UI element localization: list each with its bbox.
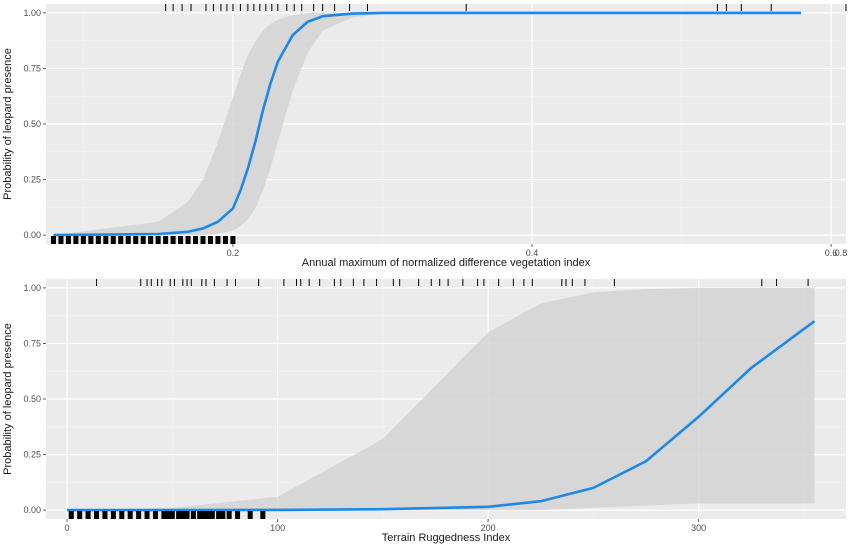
panel-terrain-ruggedness: 0.00 0.25 0.50 0.75 1.00 0 100 200 300 Terrain Ru… bbox=[2, 279, 846, 544]
rug-mark-absence bbox=[125, 236, 131, 244]
rug-mark-absence bbox=[88, 236, 94, 244]
x-tick-label: 0.4 bbox=[526, 248, 539, 258]
x-tick-label: 300 bbox=[691, 523, 706, 533]
rug-mark-absence bbox=[178, 236, 184, 244]
rug-mark-absence bbox=[85, 511, 91, 519]
rug-mark-absence bbox=[118, 236, 124, 244]
rug-mark-absence bbox=[136, 511, 142, 519]
rug-mark-absence bbox=[200, 236, 206, 244]
x-tick-label: 100 bbox=[270, 523, 285, 533]
y-tick-label: 0.75 bbox=[23, 338, 41, 348]
rug-mark-absence bbox=[209, 511, 215, 519]
rug-mark-absence bbox=[73, 236, 79, 244]
rug-mark-absence bbox=[102, 511, 108, 519]
rug-mark-absence bbox=[184, 511, 190, 519]
y-tick-label: 0.25 bbox=[23, 175, 41, 185]
x-axis-title: Terrain Ruggedness Index bbox=[382, 532, 511, 544]
rug-mark-absence bbox=[170, 236, 176, 244]
rug-mark-absence bbox=[216, 511, 222, 519]
confidence-band bbox=[53, 12, 802, 236]
rug-mark-absence bbox=[260, 511, 266, 519]
x-tick-label: 0 bbox=[65, 523, 70, 533]
rug-mark-absence bbox=[144, 511, 150, 519]
panel-ndvi: 0.00 0.25 0.50 0.75 1.00 0.2 0.4 0.60.8 Annual m… bbox=[2, 4, 847, 269]
x-tick-label: 0.6 bbox=[825, 248, 838, 258]
rug-mark-absence bbox=[201, 511, 207, 519]
rug-mark-absence bbox=[235, 511, 241, 519]
rug-mark-absence bbox=[133, 236, 139, 244]
rug-mark-absence bbox=[163, 511, 169, 519]
rug-mark-absence bbox=[230, 236, 236, 244]
rug-mark-absence bbox=[215, 236, 221, 244]
rug-mark-absence bbox=[222, 236, 228, 244]
rug-mark-absence bbox=[176, 511, 182, 519]
y-axis-title: Probability of leopard presence bbox=[2, 323, 14, 475]
rug-mark-absence bbox=[68, 511, 74, 519]
rug-mark-absence bbox=[80, 236, 86, 244]
rug-mark-absence bbox=[127, 511, 133, 519]
rug-mark-absence bbox=[169, 511, 175, 519]
y-tick-label: 0.25 bbox=[23, 450, 41, 460]
rug-mark-absence bbox=[180, 511, 186, 519]
rug-mark-absence bbox=[163, 236, 169, 244]
y-tick-label: 0.50 bbox=[23, 119, 41, 129]
rug-mark-absence bbox=[140, 236, 146, 244]
fitted-line bbox=[53, 11, 802, 237]
rug-mark-absence bbox=[193, 236, 199, 244]
y-tick-label: 1.00 bbox=[23, 283, 41, 293]
fitted-line bbox=[67, 320, 816, 512]
rug-mark-absence bbox=[220, 511, 226, 519]
rug-mark-absence bbox=[65, 236, 71, 244]
rug-mark-absence bbox=[205, 511, 211, 519]
rug-mark-absence bbox=[77, 511, 83, 519]
x-tick-label: 0.2 bbox=[227, 248, 240, 258]
rug-mark-absence bbox=[148, 236, 154, 244]
y-tick-label: 0.75 bbox=[23, 63, 41, 73]
rug-mark-absence bbox=[58, 236, 64, 244]
rug-mark-absence bbox=[110, 511, 116, 519]
x-tick-label: 0.8 bbox=[835, 248, 848, 258]
y-tick-label: 1.00 bbox=[23, 8, 41, 18]
rug-mark-absence bbox=[155, 236, 161, 244]
y-tick-label: 0.00 bbox=[23, 505, 41, 515]
rug-mark-absence bbox=[103, 236, 109, 244]
rug-mark-absence bbox=[152, 511, 158, 519]
x-tick-label: 200 bbox=[481, 523, 496, 533]
y-tick-label: 0.50 bbox=[23, 394, 41, 404]
rug-mark-absence bbox=[207, 236, 213, 244]
rug-mark-absence bbox=[247, 511, 253, 519]
rug-mark-absence bbox=[95, 236, 101, 244]
x-axis-title: Annual maximum of normalized difference … bbox=[302, 257, 591, 269]
rug-mark-absence bbox=[110, 236, 116, 244]
rug-mark-absence bbox=[226, 511, 232, 519]
rug-mark-absence bbox=[94, 511, 100, 519]
y-axis-title: Probability of leopard presence bbox=[2, 48, 14, 200]
y-tick-label: 0.00 bbox=[23, 230, 41, 240]
rug-mark-absence bbox=[50, 236, 56, 244]
confidence-band bbox=[67, 287, 815, 511]
rug-mark-absence bbox=[190, 511, 196, 519]
rug-mark-absence bbox=[185, 236, 191, 244]
rug-mark-absence bbox=[197, 511, 203, 519]
rug-mark-absence bbox=[119, 511, 125, 519]
